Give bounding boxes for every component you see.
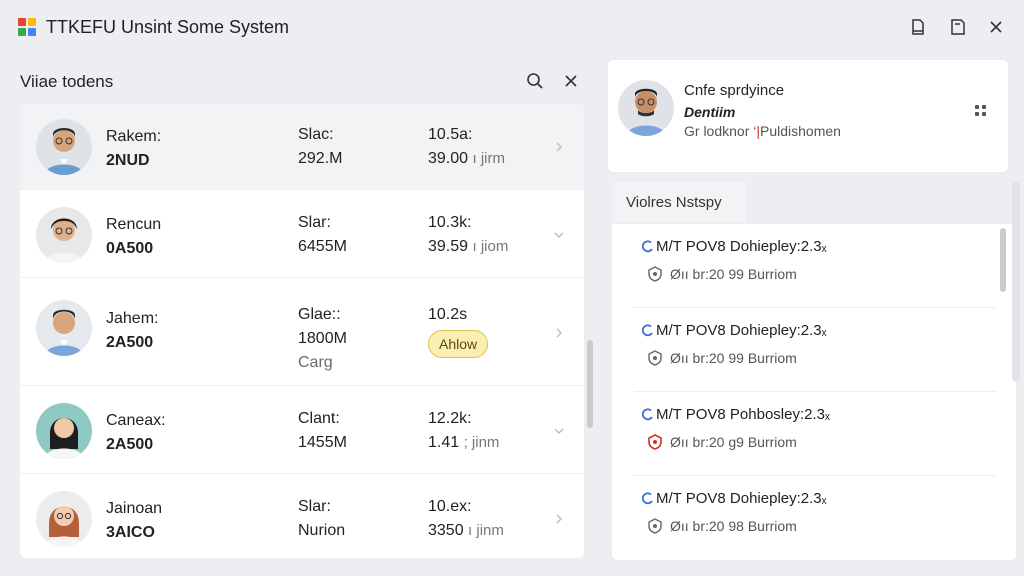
close-icon bbox=[565, 75, 577, 87]
avatar bbox=[36, 207, 92, 263]
profile-title: Cnfe sprdyince bbox=[684, 82, 785, 99]
search-button[interactable] bbox=[524, 70, 546, 92]
contact-metric-label: 10.3k: bbox=[428, 214, 472, 231]
grid-menu-icon[interactable] bbox=[974, 104, 988, 118]
contact-name: Rakem: bbox=[106, 128, 162, 145]
search-icon bbox=[527, 73, 543, 89]
contact-code: 2A500 bbox=[106, 436, 154, 453]
chevron-down-icon[interactable] bbox=[552, 228, 566, 242]
title-bar: TTKEFU Unsint Some System bbox=[0, 0, 1024, 56]
close-icon bbox=[990, 21, 1002, 33]
feed-scroll-track[interactable] bbox=[1012, 182, 1020, 382]
app-logo-icon bbox=[18, 18, 36, 36]
contact-field-value: 292.M bbox=[298, 150, 343, 167]
profile-card: Cnfe sprdyince Dentiim Gr lodknor ‘|Puld… bbox=[608, 60, 1008, 172]
feed-item-meta: Øıı br:20 g9 Burriom bbox=[648, 434, 797, 450]
window-title: TTKEFU Unsint Some System bbox=[46, 17, 290, 37]
list-item[interactable]: Jainoan 3AICO Slar: Nurion 10.ex: 3350 ı… bbox=[20, 476, 584, 558]
contacts-title: Viiae todens bbox=[20, 72, 114, 91]
list-item[interactable]: Jahem: 2A500 Glae:: 1800M Carg 10.2s Ahl… bbox=[20, 280, 584, 386]
contact-code: 2A500 bbox=[106, 334, 154, 351]
chevron-right-icon[interactable] bbox=[552, 140, 566, 154]
contact-metric-label: 10.ex: bbox=[428, 498, 472, 515]
feed-item-meta: Øıı br:20 99 Burriom bbox=[648, 266, 797, 282]
contact-metric-value: 39.00 ı jirm bbox=[428, 150, 505, 167]
feed-item-title: M/T POV8 Pohbosley:2.3ₓ bbox=[642, 406, 830, 423]
contact-code: 3AICO bbox=[106, 524, 155, 541]
contacts-list: Rakem: 2NUD Slac: 292.M 10.5a: 39.00 ı j… bbox=[20, 104, 584, 558]
avatar bbox=[36, 300, 92, 356]
contact-field-value: 6455M bbox=[298, 238, 347, 255]
feed-scrollbar[interactable] bbox=[1000, 228, 1006, 292]
profile-meta: Gr lodknor ‘|Puldishomen bbox=[684, 123, 841, 139]
contacts-header: Viiae todens bbox=[18, 60, 586, 102]
feed-item[interactable]: M/T POV8 Dohiepley:2.3ₓ Øıı br:20 99 Bur… bbox=[634, 308, 996, 392]
contact-field-value: Nurion bbox=[298, 522, 346, 539]
contact-metric-value: 3350 ı jinm bbox=[428, 522, 504, 539]
contact-name: Rencun bbox=[106, 216, 162, 233]
avatar bbox=[618, 80, 674, 136]
contact-code: 0A500 bbox=[106, 240, 154, 257]
shield-icon bbox=[648, 350, 662, 366]
maximize-button[interactable] bbox=[946, 15, 970, 39]
avatar bbox=[36, 119, 92, 175]
contact-code: 2NUD bbox=[106, 152, 150, 169]
contact-field-label: Slac: bbox=[298, 126, 334, 143]
shield-icon bbox=[648, 266, 662, 282]
feed-item-title: M/T POV8 Dohiepley:2.3ₓ bbox=[642, 238, 827, 255]
contact-metric-label: 10.5a: bbox=[428, 126, 473, 143]
contact-metric-value: 1.41 ; jinm bbox=[428, 434, 500, 451]
contact-metric-value: 39.59 ı jiom bbox=[428, 238, 509, 255]
contact-field-value: 1455M bbox=[298, 434, 347, 451]
detail-panel: Cnfe sprdyince Dentiim Gr lodknor ‘|Puld… bbox=[608, 60, 1016, 560]
loading-icon bbox=[642, 407, 653, 420]
contact-metric-label: 12.2k: bbox=[428, 410, 472, 427]
pin-window-button[interactable] bbox=[906, 15, 930, 39]
alert-shield-icon bbox=[648, 434, 662, 450]
feed-item-meta: Øıı br:20 99 Burriom bbox=[648, 350, 797, 366]
avatar bbox=[36, 403, 92, 459]
tab-history[interactable]: Violres Nstspy bbox=[612, 182, 746, 222]
chevron-down-icon[interactable] bbox=[552, 424, 566, 438]
feed-item-title: M/T POV8 Dohiepley:2.3ₓ bbox=[642, 490, 827, 507]
feed-item[interactable]: M/T POV8 Pohbosley:2.3ₓ Øıı br:20 g9 Bur… bbox=[634, 392, 996, 476]
chevron-right-icon[interactable] bbox=[552, 512, 566, 526]
close-panel-button[interactable] bbox=[560, 70, 582, 92]
feed-item[interactable]: M/T POV8 Dohiepley:2.3ₓ Øıı br:20 98 Bur… bbox=[634, 476, 996, 560]
contact-field-note: Carg bbox=[298, 354, 333, 371]
feed-item[interactable]: M/T POV8 Dohiepley:2.3ₓ Øıı br:20 99 Bur… bbox=[634, 224, 996, 308]
loading-icon bbox=[642, 239, 653, 252]
chevron-right-icon[interactable] bbox=[552, 326, 566, 340]
loading-icon bbox=[642, 491, 653, 504]
status-badge[interactable]: Ahlow bbox=[428, 330, 489, 358]
list-scrollbar[interactable] bbox=[587, 340, 593, 428]
contact-field-label: Slar: bbox=[298, 498, 331, 515]
contact-metric-label: 10.2s bbox=[428, 306, 468, 323]
profile-subtitle: Dentiim bbox=[684, 104, 736, 120]
shield-icon bbox=[648, 518, 662, 534]
document-icon bbox=[912, 19, 924, 35]
activity-feed: M/T POV8 Dohiepley:2.3ₓ Øıı br:20 99 Bur… bbox=[612, 224, 1016, 560]
contact-field-label: Clant: bbox=[298, 410, 340, 427]
list-item[interactable]: Caneax: 2A500 Clant: 1455M 12.2k: 1.41 ;… bbox=[20, 388, 584, 474]
page-icon bbox=[951, 19, 965, 35]
contact-name: Jahem: bbox=[106, 310, 159, 327]
avatar bbox=[36, 491, 92, 547]
contact-name: Jainoan bbox=[106, 500, 163, 517]
contact-field-label: Glae:: bbox=[298, 306, 341, 323]
contact-name: Caneax: bbox=[106, 412, 166, 429]
contact-field-label: Slar: bbox=[298, 214, 331, 231]
list-item[interactable]: Rencun 0A500 Slar: 6455M 10.3k: 39.59 ı … bbox=[20, 192, 584, 278]
list-item[interactable]: Rakem: 2NUD Slac: 292.M 10.5a: 39.00 ı j… bbox=[20, 104, 584, 190]
loading-icon bbox=[642, 323, 653, 336]
contacts-panel: Viiae todens Rakem: 2NUD Slac: 292.M 10.… bbox=[18, 60, 586, 560]
close-window-button[interactable] bbox=[984, 15, 1008, 39]
feed-item-meta: Øıı br:20 98 Burriom bbox=[648, 518, 797, 534]
contact-field-value: 1800M bbox=[298, 330, 347, 347]
feed-item-title: M/T POV8 Dohiepley:2.3ₓ bbox=[642, 322, 827, 339]
